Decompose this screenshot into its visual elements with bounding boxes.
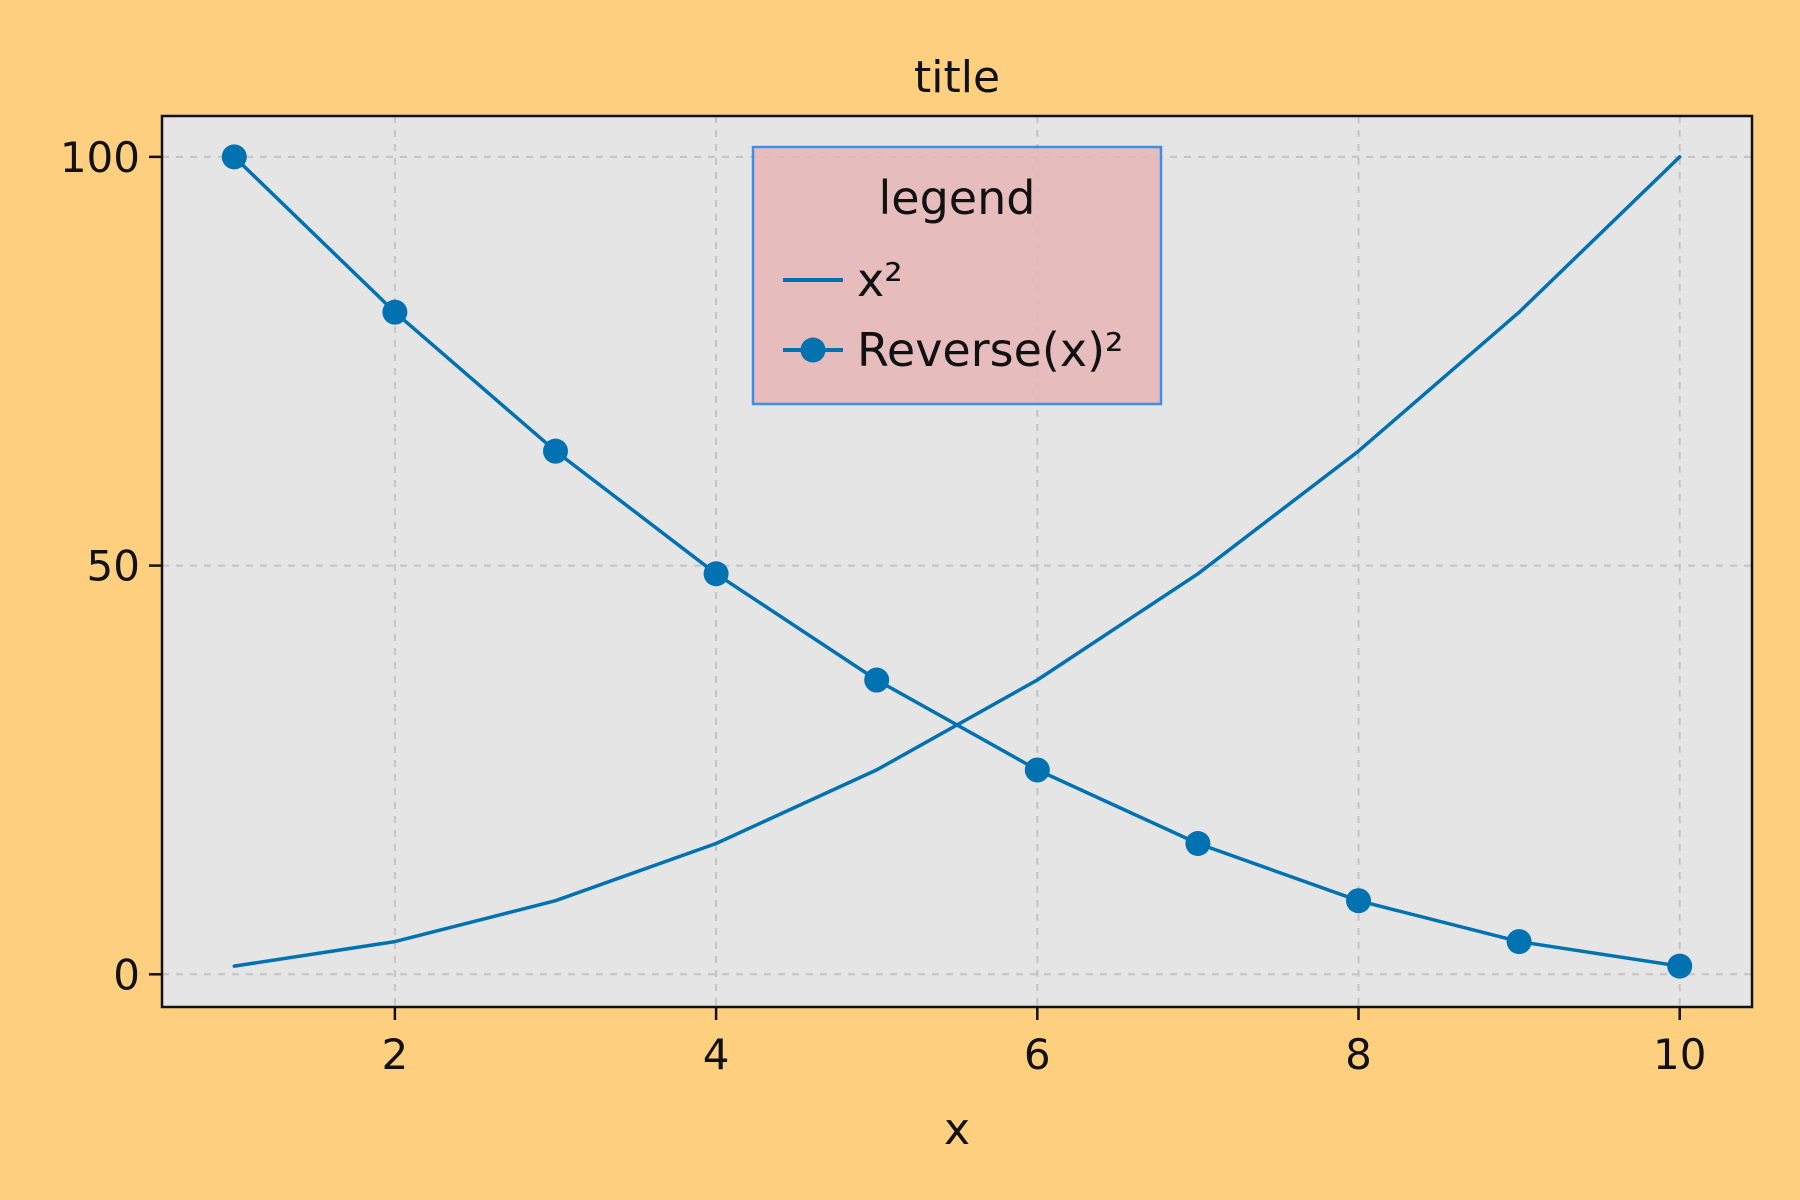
plot-frame — [160, 114, 1754, 1009]
chart-title: title — [914, 52, 1000, 103]
data-point — [1024, 757, 1050, 783]
data-point — [1346, 888, 1372, 914]
legend-entry-1: x² — [783, 253, 903, 307]
y-tick-label: 100 — [60, 133, 140, 182]
legend: legend x² Reverse(x)² — [751, 145, 1163, 406]
legend-entries: x² Reverse(x)² — [783, 253, 1123, 377]
y-tick-label: 50 — [87, 542, 140, 591]
x-tick-label: 6 — [1024, 1030, 1051, 1079]
data-point — [703, 561, 729, 587]
data-point — [542, 438, 568, 464]
legend-title: legend — [879, 171, 1036, 225]
x-tick-label: 10 — [1653, 1030, 1706, 1079]
data-point — [221, 144, 247, 170]
y-tick-label: 0 — [113, 950, 140, 999]
series-2 — [221, 144, 1693, 979]
data-point — [864, 667, 890, 693]
series-layer — [221, 144, 1693, 979]
data-point — [382, 299, 408, 325]
x-tick-label: 2 — [382, 1030, 409, 1079]
data-point — [1185, 831, 1211, 857]
legend-entry-2: Reverse(x)² — [783, 323, 1123, 377]
legend-label: Reverse(x)² — [857, 323, 1123, 377]
x-tick-label: 8 — [1345, 1030, 1372, 1079]
data-point — [1667, 953, 1693, 979]
x-tick-label: 4 — [703, 1030, 730, 1079]
grid — [162, 116, 1752, 1007]
legend-box — [751, 145, 1163, 406]
series-line — [232, 155, 1682, 968]
data-point — [1506, 929, 1532, 955]
x-axis-label: x — [944, 1104, 970, 1155]
legend-label: x² — [857, 253, 903, 307]
legend-swatch-marker — [800, 337, 826, 363]
